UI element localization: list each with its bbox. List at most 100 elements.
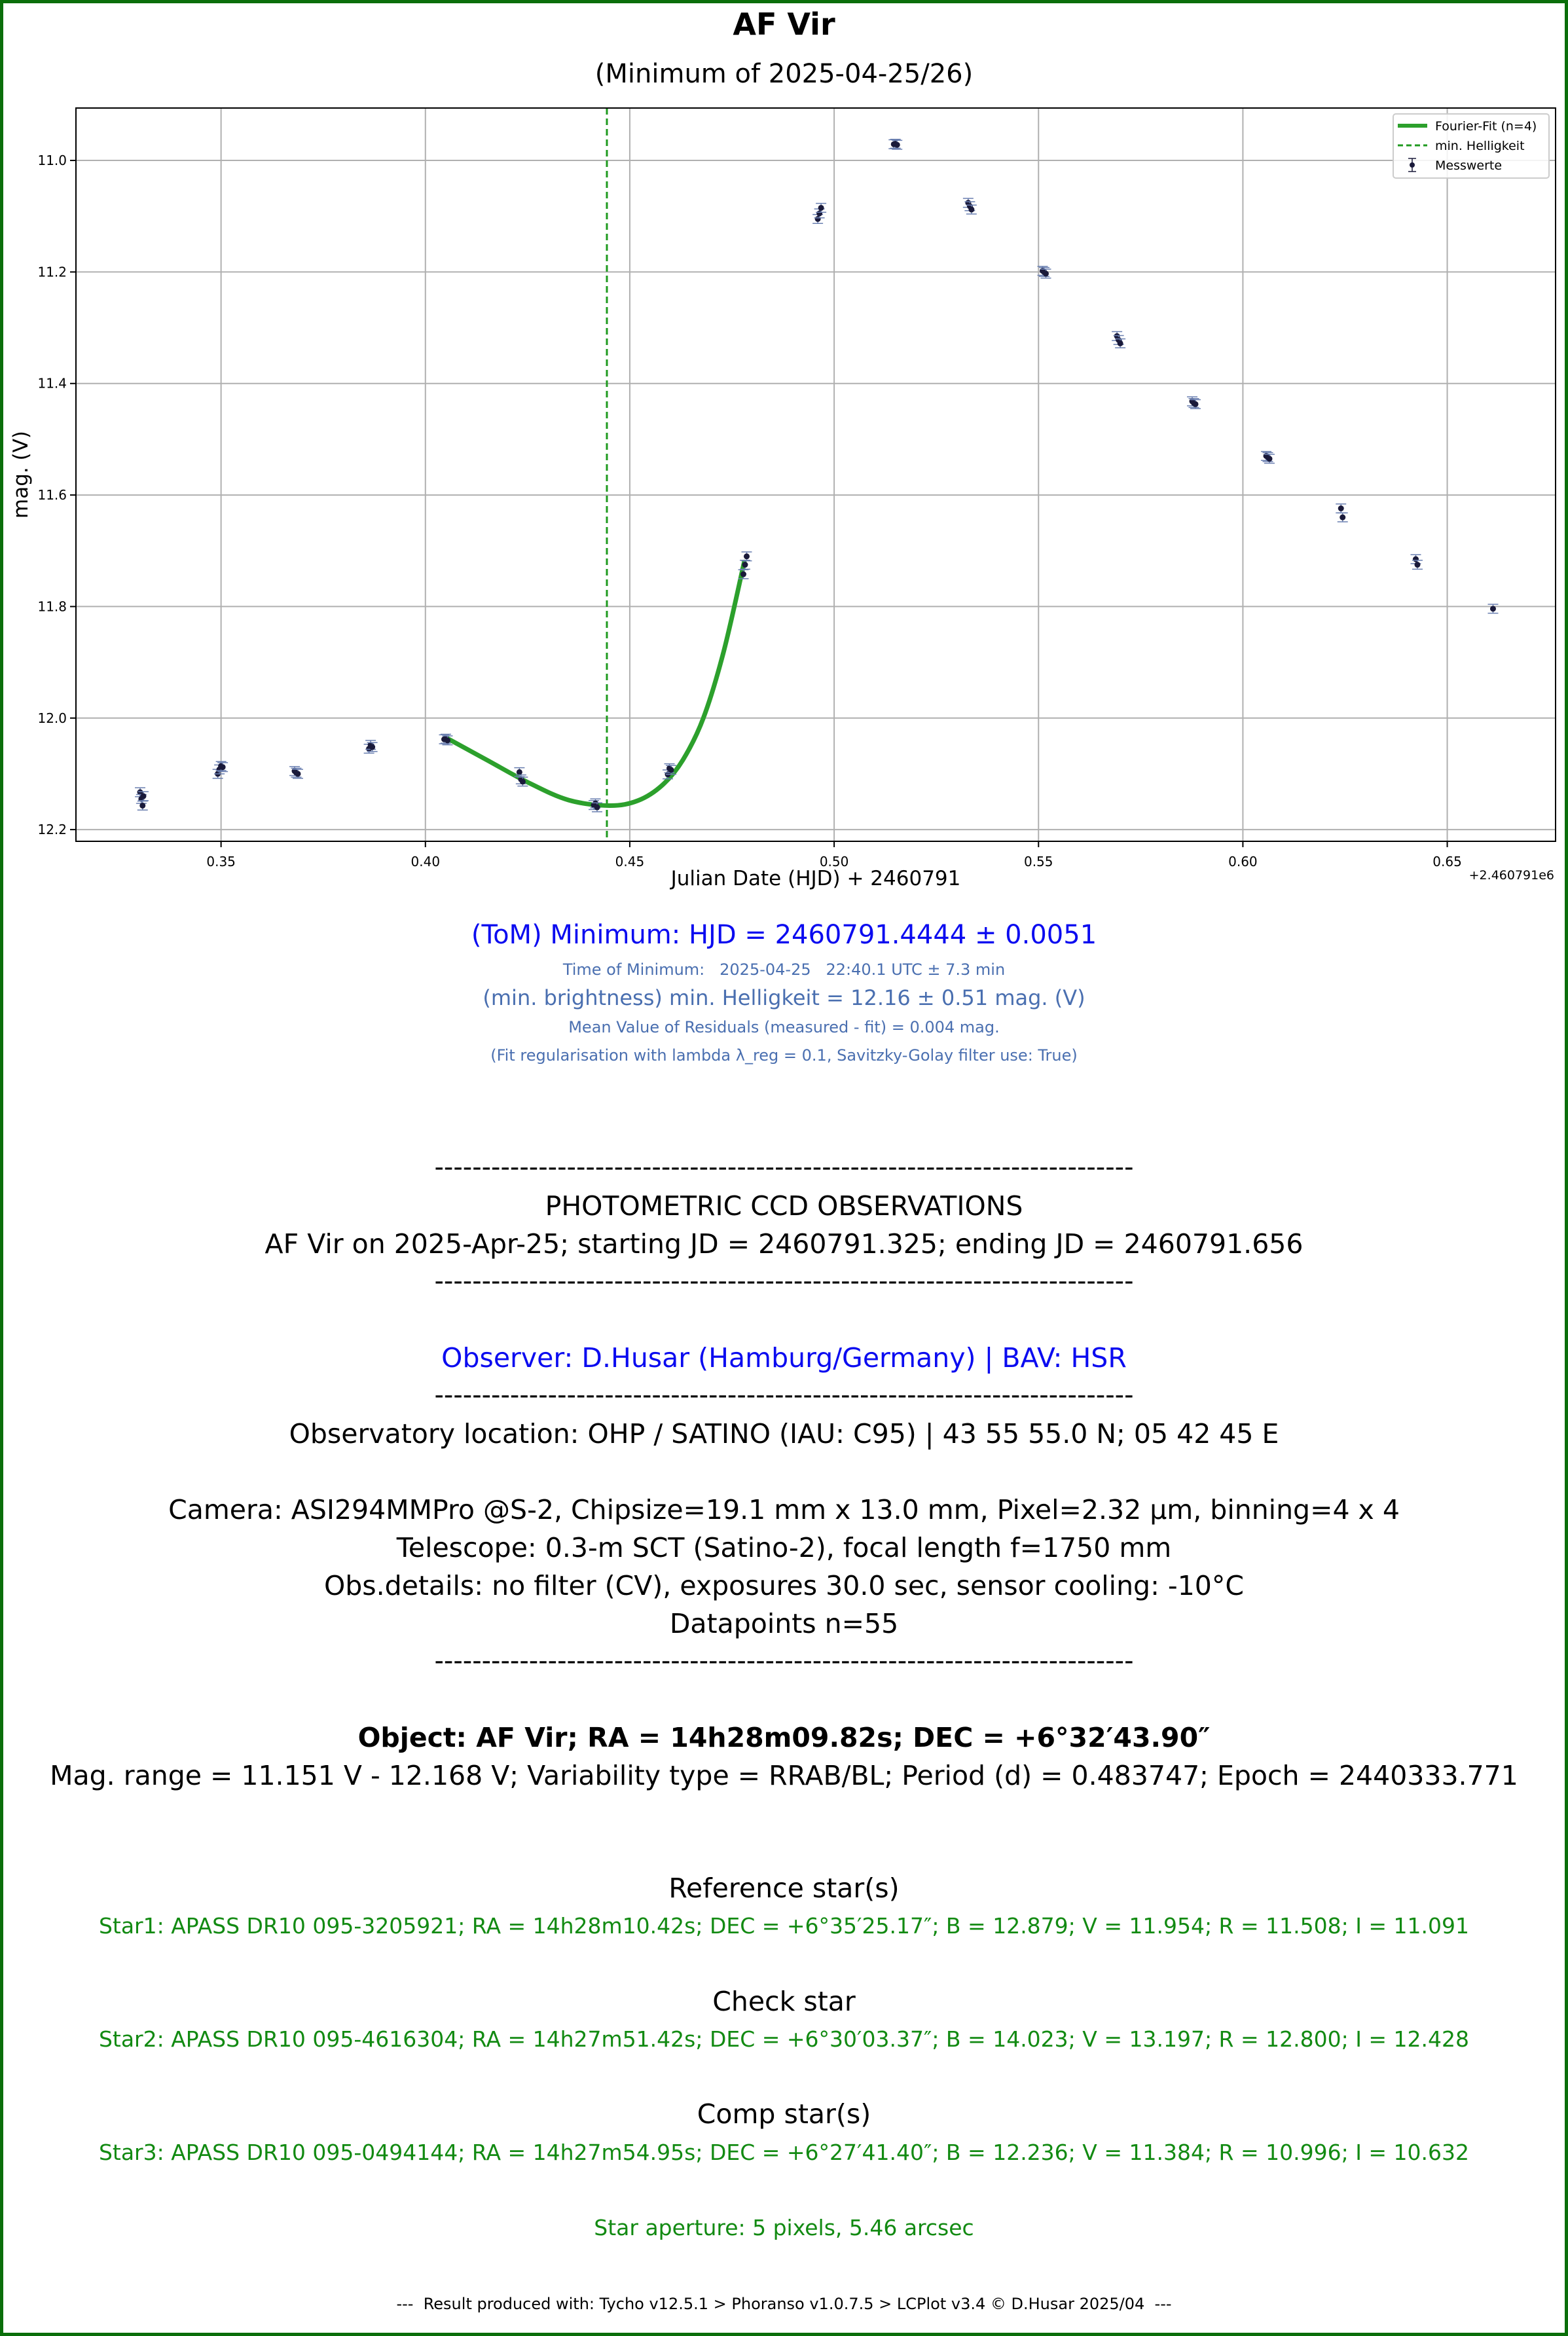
point-marker [1042,270,1049,277]
data-point [1487,604,1499,614]
point-marker [1489,606,1496,612]
light-curve-chart: 0.35 0.40 0.45 0.50 0.55 0.60 0.65 11.0 11.2 11.4… [9,107,1556,890]
camera-line: Camera: ASI294MMPro @S-2, Chipsize=19.1 … [168,1494,1400,1525]
y-tick-label: 12.0 [37,710,67,726]
point-marker [968,206,975,213]
check-heading: Check star [712,1986,856,2017]
y-tick-label: 12.2 [37,822,67,837]
point-marker [516,769,522,775]
comp-heading: Comp star(s) [697,2098,871,2130]
point-marker [1266,456,1273,462]
object-line: Object: AF Vir; RA = 14h28m09.82s; DEC =… [357,1722,1211,1753]
data-point [1115,338,1126,348]
data-point [739,559,750,570]
data-point [1412,559,1423,570]
point-marker [295,771,301,777]
point-marker [139,802,146,809]
y-tick-label: 11.2 [37,264,67,280]
x-axis-label: Julian Date (HJD) + 2460791 [670,867,961,890]
legend: Fourier-Fit (n=4) min. Helligkeit Messwe… [1393,113,1550,179]
point-marker [519,778,526,785]
telescope-line: Telescope: 0.3-m SCT (Satino-2), focal l… [396,1532,1172,1563]
x-tick-label: 0.45 [615,854,645,869]
chart-title: AF Vir [733,7,835,42]
min-brightness: (min. brightness) min. Helligkeit = 12.1… [483,985,1085,1010]
point-marker [1338,505,1344,512]
plot-area-frame [75,107,1556,842]
x-tick-label: 0.60 [1228,854,1258,869]
x-tick-label: 0.55 [1024,854,1053,869]
data-point [517,776,528,787]
fit-regularisation: (Fit regularisation with lambda λ_reg = … [490,1046,1078,1065]
separator-1: ----------------------------------------… [434,1152,1134,1182]
point-marker [1340,514,1346,520]
data-point [1336,503,1347,514]
datapoints-line: Datapoints n=55 [669,1608,899,1639]
data-points-layer [135,138,1499,812]
footer-credits: --- Result produced with: Tycho v12.5.1 … [396,2295,1172,2313]
point-marker [1192,401,1199,407]
point-marker [137,789,143,795]
data-point [1337,512,1348,522]
check-star: Star2: APASS DR10 095-4616304; RA = 14h2… [98,2026,1470,2052]
data-point [217,762,228,773]
reference-star: Star1: APASS DR10 095-3205921; RA = 14h2… [98,1913,1470,1939]
reference-heading: Reference star(s) [668,1872,900,1904]
data-point [812,213,824,225]
separator-4: ----------------------------------------… [434,1646,1134,1676]
chart-subtitle: (Minimum of 2025-04-25/26) [594,59,974,89]
data-point [665,765,676,775]
data-point [816,202,827,213]
legend-box [1393,113,1550,179]
axis-ticks: 0.35 0.40 0.45 0.50 0.55 0.60 0.65 11.0 11.2 11.4… [37,153,1461,869]
point-marker [444,737,450,744]
data-point [138,791,149,801]
data-point [966,204,977,215]
data-point [442,735,453,746]
y-tick-label: 11.6 [37,487,67,503]
separator-2: ----------------------------------------… [434,1266,1134,1296]
point-marker [369,744,376,750]
point-marker [1414,562,1421,568]
observation-span: AF Vir on 2025-Apr-25; starting JD = 246… [264,1228,1304,1260]
star-aperture: Star aperture: 5 pixels, 5.46 arcsec [594,2215,974,2240]
point-marker [894,141,900,148]
data-point [293,769,303,779]
data-point [137,800,148,811]
point-marker [140,793,147,799]
point-marker [1117,340,1123,346]
data-point [814,208,825,219]
data-point [1040,268,1051,279]
point-marker [594,804,600,811]
legend-points-label: Messwerte [1435,158,1502,173]
data-point [591,802,602,812]
x-offset-label: +2.460791e6 [1469,868,1554,883]
point-marker [740,571,746,577]
comp-star: Star3: APASS DR10 095-0494144; RA = 14h2… [98,2140,1470,2165]
report-heading: PHOTOMETRIC CCD OBSERVATIONS [545,1190,1023,1222]
data-point [367,742,378,752]
time-of-minimum: Time of Minimum: 2025-04-25 22:40.1 UTC … [562,960,1006,979]
y-tick-label: 11.8 [37,598,67,614]
legend-min-label: min. Helligkeit [1435,139,1525,153]
data-point [741,551,752,562]
point-marker [668,767,674,773]
tom-result: (ToM) Minimum: HJD = 2460791.4444 ± 0.00… [471,920,1097,950]
separator-3: ----------------------------------------… [434,1380,1134,1410]
x-tick-label: 0.35 [206,854,236,869]
data-point [738,569,749,579]
y-axis-label: mag. (V) [9,431,33,519]
observatory-location: Observatory location: OHP / SATINO (IAU:… [289,1418,1279,1450]
residuals-mean: Mean Value of Residuals (measured - fit)… [568,1018,1000,1036]
mag-range-line: Mag. range = 11.151 V - 12.168 V; Variab… [50,1760,1518,1791]
fit-layer [443,108,747,841]
data-point [1190,399,1201,409]
point-marker [818,204,824,211]
data-point [892,139,903,150]
x-tick-label: 0.65 [1432,854,1462,869]
grid-lines [76,108,1556,841]
x-tick-label: 0.40 [411,854,441,869]
obs-details-line: Obs.details: no filter (CV), exposures 3… [323,1570,1245,1601]
data-point [1410,554,1421,564]
point-marker [219,764,226,771]
